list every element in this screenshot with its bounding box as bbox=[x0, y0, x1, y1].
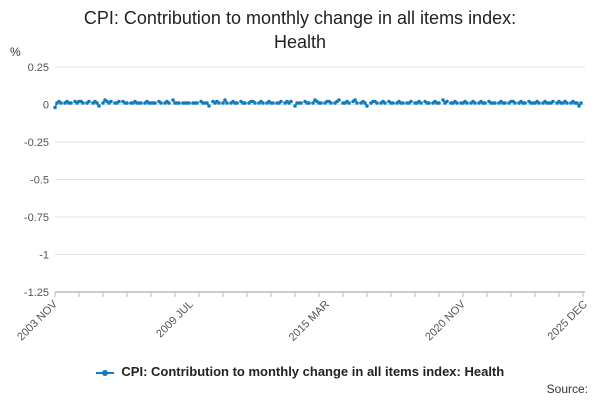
x-tick-label-group: 2003 NOV bbox=[15, 298, 60, 343]
data-point bbox=[101, 101, 105, 105]
data-point bbox=[271, 101, 275, 105]
data-point bbox=[139, 101, 143, 105]
data-point bbox=[311, 101, 315, 105]
data-point bbox=[365, 104, 369, 108]
x-axis: 2003 NOV 2009 JUL 2015 MAR 2020 NOV 2025 DEC bbox=[15, 291, 590, 344]
data-point bbox=[455, 101, 459, 105]
data-point bbox=[279, 99, 283, 104]
line-chart: % 0.250-0.25-0.5-0.75-1-1.25 2003 NOV 200… bbox=[10, 45, 590, 344]
data-point bbox=[195, 101, 199, 105]
data-point bbox=[125, 101, 129, 105]
data-point bbox=[177, 101, 181, 105]
data-point bbox=[523, 101, 527, 105]
data-point bbox=[223, 98, 227, 102]
data-point bbox=[289, 99, 293, 104]
data-point bbox=[53, 105, 57, 110]
legend-label: CPI: Contribution to monthly change in a… bbox=[121, 364, 505, 379]
data-point bbox=[253, 101, 257, 105]
y-tick-labels: 0.25 0 -0.25 -0.5 -0.75 -1 -1.25 bbox=[24, 62, 49, 299]
y-axis-unit-label: % bbox=[10, 45, 21, 59]
source-label: Source: bbox=[546, 382, 588, 396]
data-point bbox=[383, 101, 387, 105]
data-point bbox=[95, 101, 99, 105]
legend-line-marker-icon bbox=[95, 368, 114, 378]
data-point bbox=[205, 101, 209, 105]
data-point bbox=[355, 101, 359, 105]
data-point bbox=[221, 101, 225, 105]
x-tick-label: 2025 DEC bbox=[546, 298, 590, 342]
data-point bbox=[353, 98, 357, 102]
data-point bbox=[565, 101, 569, 105]
data-point bbox=[59, 101, 63, 105]
chart-title: CPI: Contribution to monthly change in a… bbox=[0, 6, 600, 54]
data-point bbox=[347, 101, 351, 105]
x-tick-label-group: 2009 JUL bbox=[154, 298, 196, 340]
data-point bbox=[159, 101, 163, 105]
x-tick-label: 2015 MAR bbox=[287, 298, 332, 343]
y-tick-label: -1.25 bbox=[24, 287, 49, 299]
data-point bbox=[391, 101, 395, 105]
data-point bbox=[307, 101, 311, 105]
x-tick-label: 2020 NOV bbox=[423, 298, 468, 343]
data-point bbox=[575, 101, 579, 105]
data-point bbox=[375, 101, 379, 105]
data-point bbox=[503, 101, 507, 105]
data-point bbox=[117, 99, 121, 104]
y-tick-label: -0.25 bbox=[24, 137, 49, 149]
data-point bbox=[109, 99, 113, 104]
series-health bbox=[53, 98, 583, 110]
x-tick-label: 2003 NOV bbox=[15, 298, 60, 343]
chart-title-line2: Health bbox=[273, 32, 327, 52]
x-tick-label-group: 2015 MAR bbox=[287, 298, 332, 343]
data-point bbox=[409, 99, 413, 104]
data-point bbox=[513, 101, 517, 105]
data-point bbox=[337, 98, 341, 102]
data-point bbox=[577, 104, 581, 108]
data-point bbox=[243, 101, 247, 105]
data-point bbox=[261, 101, 265, 105]
data-point bbox=[299, 101, 303, 105]
chart-title-line1: CPI: Contribution to monthly change in a… bbox=[83, 8, 517, 28]
data-point bbox=[217, 101, 221, 105]
data-point bbox=[293, 104, 297, 108]
data-point bbox=[401, 101, 405, 105]
y-tick-label: 0 bbox=[43, 100, 49, 112]
data-point bbox=[319, 101, 323, 105]
data-point bbox=[493, 101, 497, 105]
data-point bbox=[437, 101, 441, 105]
data-point bbox=[81, 101, 85, 105]
data-point bbox=[363, 101, 367, 105]
data-point bbox=[537, 101, 541, 105]
y-tick-label: -0.5 bbox=[30, 175, 49, 187]
data-point bbox=[445, 99, 449, 104]
data-point bbox=[483, 101, 487, 105]
data-point bbox=[465, 101, 469, 105]
data-point bbox=[167, 101, 171, 105]
data-point bbox=[87, 99, 91, 104]
data-point bbox=[579, 101, 583, 105]
data-point bbox=[235, 101, 239, 105]
legend: CPI: Contribution to monthly change in a… bbox=[0, 364, 600, 379]
x-tick-label: 2009 JUL bbox=[154, 298, 196, 340]
data-point bbox=[69, 101, 73, 105]
data-point bbox=[225, 101, 229, 105]
data-point bbox=[97, 104, 101, 108]
data-point bbox=[419, 101, 423, 105]
data-point bbox=[329, 101, 333, 105]
x-tick-label-group: 2020 NOV bbox=[423, 298, 468, 343]
data-point bbox=[473, 101, 477, 105]
data-point bbox=[551, 99, 555, 104]
y-tick-label: 0.25 bbox=[28, 62, 49, 74]
data-point bbox=[441, 98, 445, 102]
data-point bbox=[187, 101, 191, 105]
x-tick-label-group: 2025 DEC bbox=[546, 298, 590, 342]
data-point bbox=[207, 104, 211, 108]
data-point bbox=[171, 98, 175, 102]
data-point bbox=[153, 101, 157, 105]
data-point bbox=[427, 101, 431, 105]
y-tick-label: -1 bbox=[39, 250, 49, 262]
y-tick-label: -0.75 bbox=[24, 212, 49, 224]
